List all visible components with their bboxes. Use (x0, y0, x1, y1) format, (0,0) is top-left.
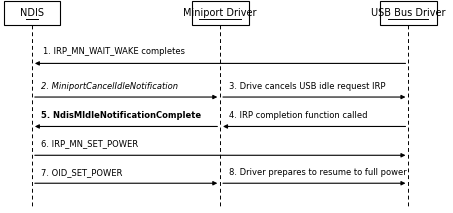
Text: 6. IRP_MN_SET_POWER: 6. IRP_MN_SET_POWER (41, 140, 138, 148)
Text: NDIS: NDIS (20, 8, 44, 18)
Bar (192, 1, 249, 24)
Text: 4. IRP completion function called: 4. IRP completion function called (229, 111, 367, 120)
Text: 1. IRP_MN_WAIT_WAKE completes: 1. IRP_MN_WAIT_WAKE completes (43, 47, 185, 56)
Bar (380, 1, 437, 24)
Text: Miniport Driver: Miniport Driver (183, 8, 257, 18)
Text: 5. NdisMIdleNotificationComplete: 5. NdisMIdleNotificationComplete (41, 111, 201, 120)
Text: 2. MiniportCancelIdleNotification: 2. MiniportCancelIdleNotification (41, 82, 178, 91)
Bar (4, 1, 60, 24)
Text: 7. OID_SET_POWER: 7. OID_SET_POWER (41, 168, 122, 177)
Text: 8. Driver prepares to resume to full power: 8. Driver prepares to resume to full pow… (229, 168, 407, 177)
Text: 3. Drive cancels USB idle request IRP: 3. Drive cancels USB idle request IRP (229, 82, 386, 91)
Text: USB Bus Driver: USB Bus Driver (371, 8, 446, 18)
